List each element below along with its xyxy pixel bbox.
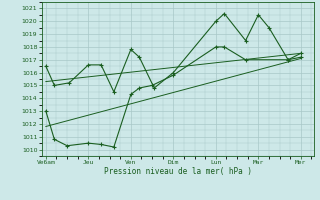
X-axis label: Pression niveau de la mer( hPa ): Pression niveau de la mer( hPa ) [104, 167, 252, 176]
